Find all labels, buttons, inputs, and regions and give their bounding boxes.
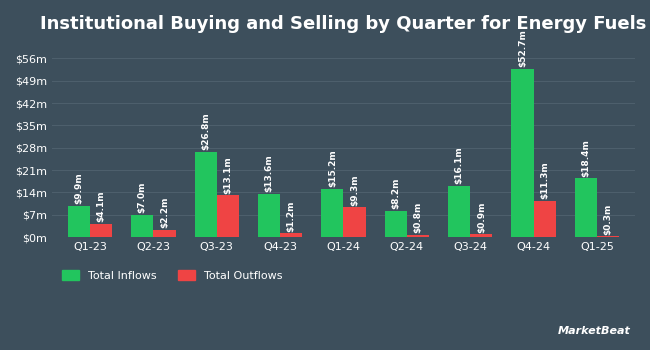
Bar [343, 208, 366, 237]
Bar [470, 234, 493, 237]
Bar [448, 186, 470, 237]
Bar [258, 194, 280, 237]
Text: $4.1m: $4.1m [97, 191, 105, 222]
Text: $9.3m: $9.3m [350, 174, 359, 206]
Bar [194, 152, 216, 237]
Bar [131, 215, 153, 237]
Text: MarketBeat: MarketBeat [558, 326, 630, 336]
Text: $1.2m: $1.2m [287, 200, 296, 232]
Text: $0.8m: $0.8m [413, 202, 423, 233]
Bar [216, 195, 239, 237]
Bar [68, 205, 90, 237]
Text: $18.4m: $18.4m [581, 139, 590, 177]
Bar [407, 234, 429, 237]
Text: $0.9m: $0.9m [477, 201, 486, 233]
Text: $7.0m: $7.0m [138, 182, 147, 213]
Bar [90, 224, 112, 237]
Text: $9.9m: $9.9m [74, 172, 83, 204]
Legend: Total Inflows, Total Outflows: Total Inflows, Total Outflows [58, 265, 287, 285]
Text: $11.3m: $11.3m [540, 162, 549, 200]
Text: $13.6m: $13.6m [265, 154, 274, 192]
Bar [321, 189, 343, 237]
Text: $13.1m: $13.1m [224, 156, 232, 194]
Bar [280, 233, 302, 237]
Bar [534, 201, 556, 237]
Bar [597, 236, 619, 237]
Bar [575, 178, 597, 237]
Bar [385, 211, 407, 237]
Bar [512, 69, 534, 237]
Title: Institutional Buying and Selling by Quarter for Energy Fuels: Institutional Buying and Selling by Quar… [40, 15, 647, 33]
Text: $8.2m: $8.2m [391, 178, 400, 209]
Text: $2.2m: $2.2m [160, 197, 169, 229]
Bar [153, 230, 176, 237]
Text: $15.2m: $15.2m [328, 149, 337, 187]
Text: $16.1m: $16.1m [454, 146, 463, 184]
Text: $52.7m: $52.7m [518, 29, 527, 67]
Text: $26.8m: $26.8m [201, 112, 210, 150]
Text: $0.3m: $0.3m [604, 203, 612, 235]
